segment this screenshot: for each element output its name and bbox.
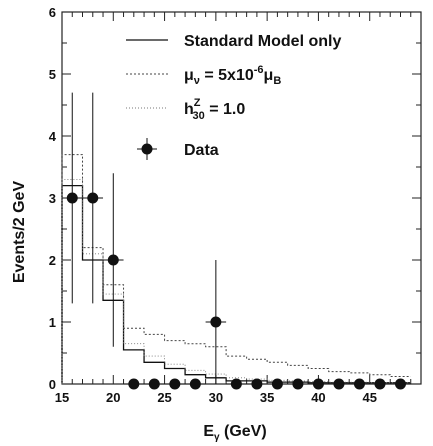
data-point xyxy=(333,378,345,390)
x-tick-label: 45 xyxy=(362,390,376,405)
y-axis-title: Events/2 GeV xyxy=(11,181,28,284)
legend-label-data: Data xyxy=(184,142,219,159)
series-line-2 xyxy=(61,178,411,384)
data-point xyxy=(230,378,242,390)
y-tick-label: 6 xyxy=(49,5,56,20)
legend-swatch-data xyxy=(141,143,153,155)
x-tick-label: 20 xyxy=(106,390,120,405)
data-point xyxy=(312,378,324,390)
y-tick-label: 4 xyxy=(49,129,57,144)
legend: Standard Model only μν = 5x10-6μB hZ 30 = 1… xyxy=(126,33,341,160)
legend-label-standard-model: Standard Model only xyxy=(184,33,341,50)
data-point xyxy=(66,192,78,204)
data-point xyxy=(374,378,386,390)
legend-label-magnetic-moment: μν = 5x10-6μB xyxy=(184,64,281,87)
series-layer xyxy=(61,154,411,384)
x-tick-label: 30 xyxy=(209,390,223,405)
y-tick-label: 5 xyxy=(49,67,56,82)
data-point xyxy=(107,254,119,266)
data-point xyxy=(148,378,160,390)
x-tick-label: 40 xyxy=(311,390,325,405)
x-axis-title: Eγ (GeV) xyxy=(203,423,266,443)
x-tick-label: 25 xyxy=(157,390,171,405)
data-layer xyxy=(62,92,411,390)
series-line-0 xyxy=(61,184,411,384)
data-point xyxy=(251,378,263,390)
y-tick-label: 0 xyxy=(49,377,56,392)
data-point xyxy=(128,378,140,390)
data-point xyxy=(87,192,99,204)
x-tick-label: 35 xyxy=(260,390,274,405)
y-tick-label: 2 xyxy=(49,253,56,268)
data-point xyxy=(271,378,283,390)
data-point xyxy=(394,378,406,390)
y-tick-label: 1 xyxy=(49,315,56,330)
data-point xyxy=(210,316,222,328)
data-point xyxy=(292,378,304,390)
legend-label-anomalous-coupling: hZ 30 = 1.0 xyxy=(184,97,245,122)
y-tick-label: 3 xyxy=(49,191,56,206)
data-point xyxy=(169,378,181,390)
series-line-1 xyxy=(61,154,411,384)
x-tick-label: 15 xyxy=(55,390,69,405)
data-point xyxy=(353,378,365,390)
data-point xyxy=(189,378,201,390)
